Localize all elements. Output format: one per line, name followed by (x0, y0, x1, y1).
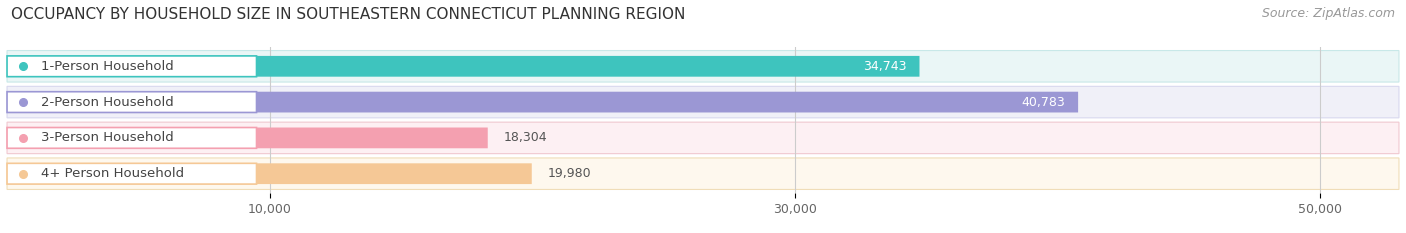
FancyBboxPatch shape (7, 92, 1078, 113)
Text: 18,304: 18,304 (503, 131, 547, 144)
Text: OCCUPANCY BY HOUSEHOLD SIZE IN SOUTHEASTERN CONNECTICUT PLANNING REGION: OCCUPANCY BY HOUSEHOLD SIZE IN SOUTHEAST… (11, 7, 686, 22)
Text: 19,980: 19,980 (547, 167, 591, 180)
FancyBboxPatch shape (7, 127, 488, 148)
Text: 40,783: 40,783 (1021, 96, 1064, 109)
FancyBboxPatch shape (7, 127, 256, 148)
Text: 2-Person Household: 2-Person Household (41, 96, 173, 109)
FancyBboxPatch shape (7, 92, 256, 113)
Text: 1-Person Household: 1-Person Household (41, 60, 173, 73)
Text: 4+ Person Household: 4+ Person Household (41, 167, 184, 180)
FancyBboxPatch shape (7, 56, 920, 77)
FancyBboxPatch shape (7, 163, 256, 184)
Text: 3-Person Household: 3-Person Household (41, 131, 173, 144)
FancyBboxPatch shape (7, 86, 1399, 118)
FancyBboxPatch shape (7, 56, 256, 77)
Text: Source: ZipAtlas.com: Source: ZipAtlas.com (1261, 7, 1395, 20)
FancyBboxPatch shape (7, 51, 1399, 82)
FancyBboxPatch shape (7, 163, 531, 184)
FancyBboxPatch shape (7, 122, 1399, 154)
Text: 34,743: 34,743 (863, 60, 907, 73)
FancyBboxPatch shape (7, 158, 1399, 189)
